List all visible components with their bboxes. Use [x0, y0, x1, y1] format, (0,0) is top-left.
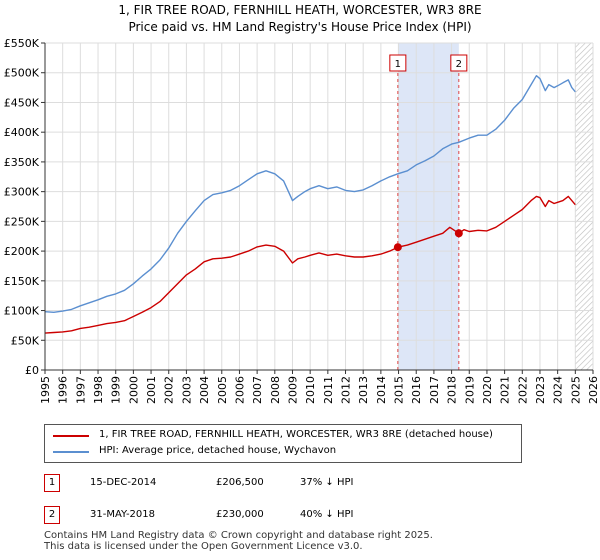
chart-subtitle: Price paid vs. HM Land Registry's House … [128, 20, 472, 34]
shaded-period [397, 43, 459, 370]
y-tick-label: £250K [4, 215, 40, 228]
x-tick-label: 2020 [481, 376, 494, 404]
y-tick-label: £0 [25, 364, 39, 377]
x-tick-label: 2003 [180, 376, 193, 404]
x-tick-label: 2000 [127, 376, 140, 404]
y-tick-label: £350K [4, 156, 40, 169]
sale-price-2: £230,000 [216, 509, 264, 520]
x-tick-label: 2025 [569, 376, 582, 404]
x-tick-label: 1998 [92, 376, 105, 404]
y-tick-label: £400K [4, 126, 40, 139]
sale-date-1: 15-DEC-2014 [90, 477, 157, 488]
price-chart: 1 2 £0 £50K £100K £150K £200K £250K £300K £350K £… [4, 37, 600, 404]
x-tick-label: 2010 [304, 376, 317, 404]
sale-badge-2: 2 [44, 506, 60, 524]
x-tick-label: 2007 [251, 376, 264, 404]
footer-line-2: This data is licensed under the Open Gov… [44, 541, 363, 552]
footer: Contains HM Land Registry data © Crown c… [44, 530, 433, 552]
x-tick-label: 1996 [57, 376, 70, 404]
x-tick-label: 2011 [322, 376, 335, 404]
sale-hpi-1: 37% ↓ HPI [300, 477, 354, 488]
legend-label-property: 1, FIR TREE ROAD, FERNHILL HEATH, WORCES… [99, 429, 493, 440]
legend: 1, FIR TREE ROAD, FERNHILL HEATH, WORCES… [44, 424, 522, 463]
x-tick-label: 2023 [534, 376, 547, 404]
x-tick-label: 2016 [410, 376, 423, 404]
y-tick-label: £500K [4, 67, 40, 80]
x-tick-label: 2013 [357, 376, 370, 404]
sale-label-1: 1 [395, 59, 401, 70]
x-tick-label: 1997 [74, 376, 87, 404]
x-tick-label: 2017 [428, 376, 441, 404]
x-tick-label: 2014 [375, 376, 388, 404]
chart-title: 1, FIR TREE ROAD, FERNHILL HEATH, WORCES… [118, 3, 482, 17]
x-tick-label: 2006 [233, 376, 246, 404]
footer-line-1: Contains HM Land Registry data © Crown c… [44, 530, 433, 541]
x-tick-label: 2021 [499, 376, 512, 404]
x-tick-label: 2002 [163, 376, 176, 404]
x-tick-label: 2022 [516, 376, 529, 404]
sale-point-1 [393, 243, 402, 252]
x-tick-label: 2015 [393, 376, 406, 404]
sale-badge-1: 1 [44, 474, 60, 492]
x-tick-label: 2026 [587, 376, 600, 404]
x-tick-label: 2008 [269, 376, 282, 404]
sale-label-box-2 [450, 54, 468, 72]
sale-hpi-2: 40% ↓ HPI [300, 509, 354, 520]
legend-swatch-red [53, 435, 89, 437]
y-tick-label: £100K [4, 305, 40, 318]
x-tick-label: 2004 [198, 376, 211, 404]
legend-swatch-blue [53, 451, 89, 453]
y-tick-label: £550K [4, 37, 40, 50]
x-tick-label: 1999 [110, 376, 123, 404]
sale-date-2: 31-MAY-2018 [90, 509, 156, 520]
y-tick-label: £50K [11, 334, 40, 347]
sale-point-2 [454, 229, 463, 238]
sale-label-box-1 [389, 54, 407, 72]
x-tick-label: 2012 [340, 376, 353, 404]
series-line-property [44, 195, 576, 334]
x-tick-label: 2009 [286, 376, 299, 404]
series-line-hpi [44, 75, 576, 313]
x-tick-label: 2024 [552, 376, 565, 404]
sale-label-2: 2 [456, 59, 462, 70]
y-tick-label: £300K [4, 186, 40, 199]
x-tick-label: 2005 [216, 376, 229, 404]
x-tick-label: 2018 [446, 376, 459, 404]
y-tick-label: £200K [4, 245, 40, 258]
plot-area [45, 43, 593, 370]
y-tick-label: £450K [4, 96, 40, 109]
x-tick-label: 2019 [463, 376, 476, 404]
future-hatch [575, 43, 593, 370]
y-tick-label: £150K [4, 275, 40, 288]
legend-label-hpi: HPI: Average price, detached house, Wych… [99, 445, 337, 456]
sale-price-1: £206,500 [216, 477, 264, 488]
x-tick-label: 1995 [39, 376, 52, 404]
x-tick-label: 2001 [145, 376, 158, 404]
